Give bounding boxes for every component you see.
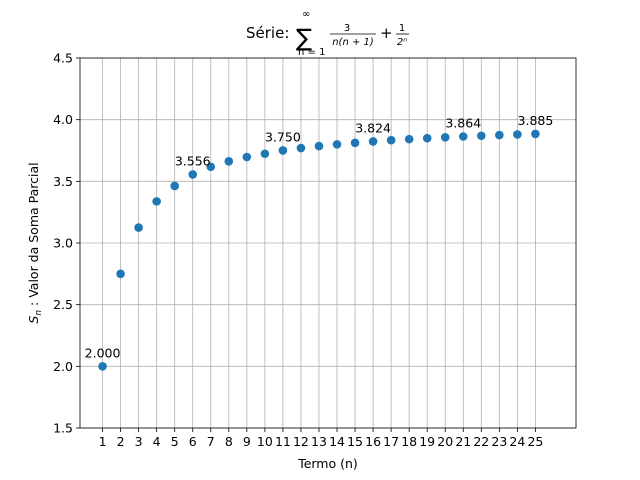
data-point [314, 141, 324, 151]
x-tick-label: 17 [383, 434, 399, 449]
x-tick-label: 25 [527, 434, 543, 449]
data-label: 3.885 [518, 113, 554, 128]
x-tick-label: 24 [509, 434, 525, 449]
y-tick-label: 2.0 [53, 359, 73, 374]
data-point [170, 181, 179, 191]
x-tick-label: 15 [347, 434, 363, 449]
data-point [368, 137, 378, 146]
x-tick-label: 23 [491, 434, 507, 449]
data-point [242, 152, 252, 162]
x-tick-label: 6 [189, 434, 197, 449]
y-axis-label-sub: n [34, 310, 44, 316]
x-tick-label: 13 [311, 434, 327, 449]
y-tick-label: 3.0 [53, 236, 73, 251]
data-point [477, 131, 486, 141]
data-points [98, 129, 540, 371]
data-point [422, 133, 432, 143]
data-point [134, 223, 143, 232]
title-sum-symbol: ∑ [296, 24, 312, 52]
data-point [278, 146, 288, 155]
data-label: 3.750 [265, 129, 301, 144]
data-label: 3.824 [355, 120, 391, 135]
data-labels: 2.000 3.556 3.750 3.824 3.864 3.885 [85, 113, 554, 360]
x-axis-label: Termo (n) [297, 456, 358, 471]
chart-title: Série: ∑ ∞ n = 1 3 n(n + 1) + 1 2ⁿ [246, 9, 409, 58]
y-axis-label-rest: : Valor da Soma Parcial [26, 162, 41, 310]
data-point [224, 156, 234, 166]
title-frac1-den: n(n + 1) [332, 37, 374, 48]
x-tick-label: 9 [243, 434, 251, 449]
x-tick-label: 11 [275, 434, 291, 449]
y-tick-label: 4.0 [53, 112, 73, 127]
x-tick-label: 1 [99, 434, 107, 449]
data-point [116, 269, 125, 279]
y-axis-label-main: S [26, 316, 41, 324]
data-point [260, 149, 270, 159]
data-point [296, 143, 306, 153]
x-tick-label: 3 [135, 434, 143, 449]
y-tick-label: 3.5 [53, 174, 73, 189]
data-point [531, 129, 540, 139]
data-point [513, 130, 522, 139]
data-point [404, 134, 414, 144]
data-label: 3.864 [445, 115, 481, 130]
x-tick-label: 4 [153, 434, 161, 449]
x-tick-label: 16 [365, 434, 381, 449]
x-tick-label: 19 [419, 434, 435, 449]
data-point [152, 197, 161, 206]
data-point [440, 132, 450, 142]
title-plus: + [380, 24, 393, 42]
data-point [332, 140, 342, 149]
data-point [495, 130, 504, 140]
x-tick-label: 22 [473, 434, 489, 449]
title-frac2-den: 2ⁿ [397, 37, 407, 48]
data-point [206, 162, 216, 172]
data-point [386, 135, 396, 145]
x-tick-label: 7 [207, 434, 215, 449]
y-axis-label: Sn : Valor da Soma Parcial [26, 162, 44, 323]
data-label: 2.000 [85, 345, 121, 360]
x-tick-label: 20 [437, 434, 453, 449]
x-tick-label: 18 [401, 434, 417, 449]
x-tick-label: 10 [257, 434, 273, 449]
x-tick-label: 5 [171, 434, 179, 449]
data-point [458, 132, 468, 141]
x-tick-label: 21 [455, 434, 471, 449]
title-sum-upper: ∞ [302, 9, 310, 20]
x-tick-label: 14 [329, 434, 345, 449]
grid [80, 57, 576, 429]
data-point [350, 138, 360, 148]
y-axis-ticks: 1.5 2.0 2.5 3.0 3.5 4.0 4.5 [53, 51, 80, 436]
data-point [188, 170, 198, 179]
data-label: 3.556 [175, 153, 211, 168]
x-axis-ticks: 1 2 3 4 5 6 7 8 9 10 11 12 13 14 15 16 17 18 19 20 21 22 23 24 2… [99, 428, 543, 449]
x-tick-label: 12 [293, 434, 309, 449]
title-prefix: Série: [246, 24, 289, 42]
y-tick-label: 4.5 [53, 51, 73, 66]
title-frac1-num: 3 [344, 23, 350, 34]
title-frac2-num: 1 [399, 23, 405, 34]
y-tick-label: 1.5 [53, 421, 73, 436]
y-tick-label: 2.5 [53, 297, 73, 312]
data-point [98, 362, 107, 371]
x-tick-label: 8 [225, 434, 233, 449]
x-tick-label: 2 [117, 434, 125, 449]
title-sum-lower: n = 1 [298, 47, 325, 58]
